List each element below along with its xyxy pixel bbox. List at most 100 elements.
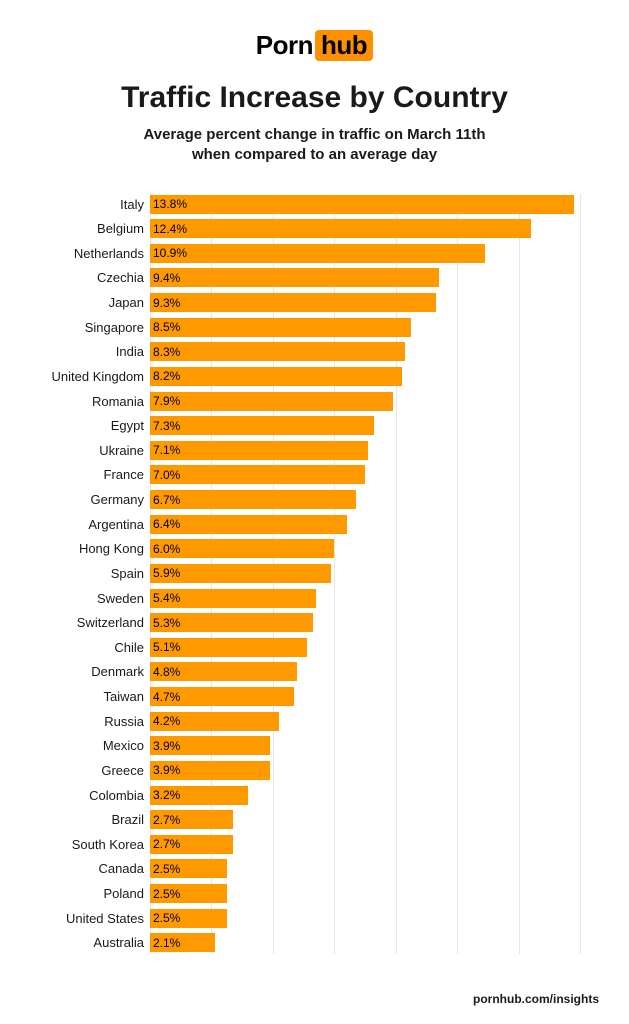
bar: 6.0% xyxy=(150,539,334,558)
bar-row: Romania7.9% xyxy=(150,391,580,412)
value-label: 8.5% xyxy=(153,320,180,334)
value-label: 6.4% xyxy=(153,517,180,531)
value-label: 4.8% xyxy=(153,665,180,679)
value-label: 6.7% xyxy=(153,493,180,507)
bar-row: Japan9.3% xyxy=(150,292,580,313)
subtitle-line1: Average percent change in traffic on Mar… xyxy=(30,125,599,145)
country-label: Germany xyxy=(91,492,150,507)
bar: 8.3% xyxy=(150,342,405,361)
country-label: Romania xyxy=(92,394,150,409)
bar: 2.5% xyxy=(150,859,227,878)
country-label: Denmark xyxy=(91,664,150,679)
value-label: 3.2% xyxy=(153,788,180,802)
value-label: 7.9% xyxy=(153,394,180,408)
bar: 6.7% xyxy=(150,490,356,509)
bar-row: Netherlands10.9% xyxy=(150,243,580,264)
country-label: India xyxy=(116,344,150,359)
bar: 5.3% xyxy=(150,613,313,632)
value-label: 5.1% xyxy=(153,640,180,654)
value-label: 9.3% xyxy=(153,296,180,310)
value-label: 5.3% xyxy=(153,616,180,630)
bar-row: Brazil2.7% xyxy=(150,809,580,830)
value-label: 3.9% xyxy=(153,739,180,753)
bar: 12.4% xyxy=(150,219,531,238)
bar: 4.2% xyxy=(150,712,279,731)
bar: 2.7% xyxy=(150,835,233,854)
country-label: United States xyxy=(66,911,150,926)
country-label: Switzerland xyxy=(77,615,150,630)
bar-row: Poland2.5% xyxy=(150,883,580,904)
brand-logo: Porn hub xyxy=(30,30,599,61)
value-label: 2.7% xyxy=(153,813,180,827)
bar-row: Colombia3.2% xyxy=(150,785,580,806)
country-label: Russia xyxy=(104,714,150,729)
bar: 4.7% xyxy=(150,687,294,706)
bar: 5.1% xyxy=(150,638,307,657)
bar-row: Canada2.5% xyxy=(150,858,580,879)
bar-row: Egypt7.3% xyxy=(150,415,580,436)
value-label: 7.1% xyxy=(153,443,180,457)
value-label: 4.2% xyxy=(153,714,180,728)
bar-row: Germany6.7% xyxy=(150,489,580,510)
bar-row: India8.3% xyxy=(150,341,580,362)
bar: 10.9% xyxy=(150,244,485,263)
bar: 5.4% xyxy=(150,589,316,608)
country-label: Czechia xyxy=(97,270,150,285)
country-label: Italy xyxy=(120,197,150,212)
country-label: Egypt xyxy=(111,418,150,433)
country-label: Spain xyxy=(111,566,150,581)
bar-row: Russia4.2% xyxy=(150,711,580,732)
country-label: Netherlands xyxy=(74,246,150,261)
value-label: 7.0% xyxy=(153,468,180,482)
bar: 2.5% xyxy=(150,909,227,928)
value-label: 2.5% xyxy=(153,862,180,876)
bar-row: Taiwan4.7% xyxy=(150,686,580,707)
logo-part2: hub xyxy=(315,30,373,61)
value-label: 7.3% xyxy=(153,419,180,433)
country-label: Sweden xyxy=(97,591,150,606)
bar-row: Singapore8.5% xyxy=(150,317,580,338)
bar: 2.7% xyxy=(150,810,233,829)
bar: 7.0% xyxy=(150,465,365,484)
subtitle-line2: when compared to an average day xyxy=(30,145,599,165)
bar-row: Italy13.8% xyxy=(150,194,580,215)
bar-row: Argentina6.4% xyxy=(150,514,580,535)
country-label: Colombia xyxy=(89,788,150,803)
bar: 13.8% xyxy=(150,195,574,214)
country-label: Singapore xyxy=(85,320,150,335)
value-label: 5.4% xyxy=(153,591,180,605)
value-label: 2.5% xyxy=(153,911,180,925)
bar: 3.9% xyxy=(150,761,270,780)
bar: 3.2% xyxy=(150,786,248,805)
bar: 8.5% xyxy=(150,318,411,337)
value-label: 10.9% xyxy=(153,246,187,260)
country-label: Brazil xyxy=(111,812,150,827)
country-label: France xyxy=(104,467,150,482)
country-label: Taiwan xyxy=(104,689,150,704)
country-label: Hong Kong xyxy=(79,541,150,556)
bar-row: United Kingdom8.2% xyxy=(150,366,580,387)
bar-row: France7.0% xyxy=(150,464,580,485)
value-label: 3.9% xyxy=(153,763,180,777)
value-label: 2.7% xyxy=(153,837,180,851)
country-label: South Korea xyxy=(72,837,150,852)
value-label: 12.4% xyxy=(153,222,187,236)
country-label: Australia xyxy=(93,935,150,950)
bar: 7.3% xyxy=(150,416,374,435)
bar-row: Czechia9.4% xyxy=(150,267,580,288)
bar: 6.4% xyxy=(150,515,347,534)
bar-chart: Italy13.8%Belgium12.4%Netherlands10.9%Cz… xyxy=(150,194,580,954)
bar: 2.1% xyxy=(150,933,215,952)
bar-row: Sweden5.4% xyxy=(150,588,580,609)
bar-row: Denmark4.8% xyxy=(150,661,580,682)
value-label: 5.9% xyxy=(153,566,180,580)
country-label: Chile xyxy=(114,640,150,655)
value-label: 8.2% xyxy=(153,369,180,383)
bar: 9.4% xyxy=(150,268,439,287)
value-label: 2.1% xyxy=(153,936,180,950)
bar-row: Spain5.9% xyxy=(150,563,580,584)
logo-part1: Porn xyxy=(256,30,313,61)
bar-row: Mexico3.9% xyxy=(150,735,580,756)
bar-row: South Korea2.7% xyxy=(150,834,580,855)
bar: 2.5% xyxy=(150,884,227,903)
